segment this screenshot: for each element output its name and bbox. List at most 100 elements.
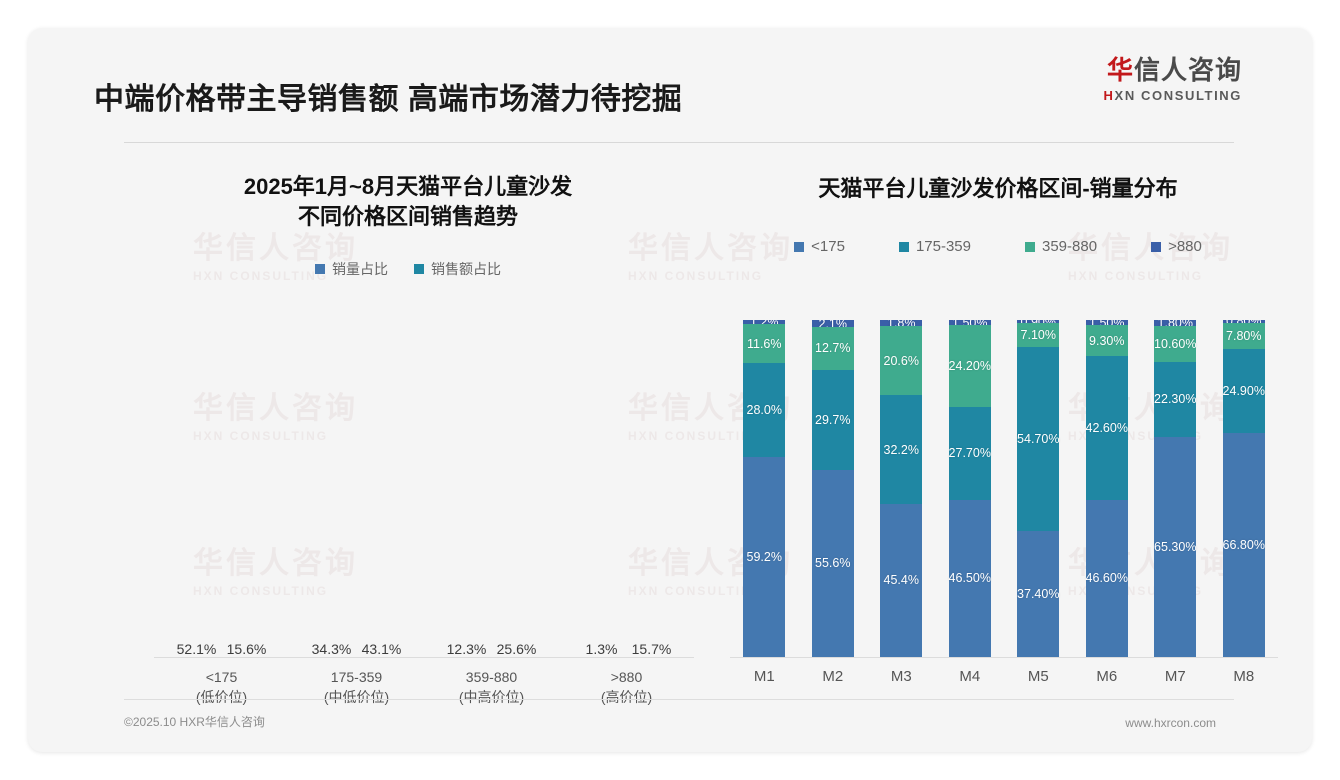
- segment-175-359[interactable]: 54.70%: [1017, 346, 1060, 532]
- legend-item-175-359[interactable]: 175-359: [898, 238, 971, 256]
- bar-value-label: 15.7%: [631, 641, 672, 657]
- stacked-column: 1.50% 24.20% 27.70% 46.50%: [936, 320, 1005, 657]
- segment-value-label: 20.6%: [883, 353, 919, 368]
- segment-359-880[interactable]: 12.7%: [811, 327, 854, 370]
- legend-item-over-880[interactable]: >880: [1151, 238, 1202, 255]
- segment-under-175[interactable]: 65.30%: [1154, 436, 1196, 657]
- x-axis-tick: M5: [1027, 668, 1049, 685]
- segment-359-880[interactable]: 7.80%: [1222, 322, 1265, 349]
- right-chart-legend: <175 175-359 359-880 >880: [718, 238, 1278, 255]
- logo-english-accent: H: [1103, 87, 1115, 103]
- legend-item-sales-volume-share[interactable]: 销量占比: [315, 259, 388, 279]
- x-axis-tick: M6: [1096, 668, 1118, 685]
- segment-175-359[interactable]: 32.2%: [880, 395, 923, 504]
- segment-value-label: 12.7%: [815, 341, 851, 356]
- segment-175-359[interactable]: 28.0%: [743, 363, 786, 458]
- x-axis-tick: M1: [753, 668, 775, 685]
- legend-swatch-icon: [898, 241, 909, 252]
- legend-label: >880: [1168, 238, 1202, 256]
- stacked-bar: 2.1% 12.7% 29.7% 55.6%: [811, 320, 854, 657]
- segment-359-880[interactable]: 20.6%: [880, 326, 923, 396]
- x-axis-tick-label: 359-880: [465, 669, 518, 685]
- grouped-bar-x-axis: <175 (低价位) 175-359 (中低价位) 359-880 (中高价位)…: [154, 658, 694, 710]
- segment-value-label: 32.2%: [883, 442, 919, 457]
- logo-chinese: 华信人咨询: [1104, 56, 1242, 85]
- segment-value-label: 7.10%: [1020, 327, 1056, 342]
- segment-over-880[interactable]: 1.80%: [1154, 320, 1197, 330]
- x-axis-tick-sublabel: (高价位): [600, 689, 653, 706]
- x-axis-tick: 359-880 (中高价位): [424, 658, 559, 710]
- page-title: 中端价格带主导销售额 高端市场潜力待挖掘: [94, 83, 683, 116]
- x-axis-tick-sublabel: (中低价位): [323, 689, 390, 706]
- legend-swatch-icon: [315, 263, 325, 274]
- segment-175-359[interactable]: 29.7%: [811, 369, 854, 470]
- bar-group: 34.3% 43.1%: [289, 320, 424, 657]
- segment-over-880[interactable]: 2.1%: [811, 320, 854, 331]
- bar-wrap: 52.1%: [176, 320, 217, 657]
- x-axis-tick: M3: [890, 668, 912, 685]
- segment-value-label: 28.0%: [746, 403, 782, 418]
- stacked-bar: 1.8% 20.6% 32.2% 45.4%: [880, 320, 923, 657]
- legend-label: 175-359: [915, 238, 971, 256]
- segment-under-175[interactable]: 45.4%: [880, 503, 923, 657]
- segment-over-880[interactable]: 1.50%: [1085, 320, 1128, 330]
- bar-value-label: 43.1%: [361, 641, 402, 657]
- segment-value-label: 29.7%: [815, 412, 851, 427]
- bar-wrap: 15.6%: [227, 320, 267, 657]
- segment-359-880[interactable]: 9.30%: [1085, 325, 1128, 357]
- segment-359-880[interactable]: 10.60%: [1154, 326, 1196, 362]
- segment-over-880[interactable]: 1.8%: [880, 320, 923, 330]
- segment-value-label: 11.6%: [746, 336, 782, 351]
- segment-359-880[interactable]: 11.6%: [743, 324, 786, 364]
- x-axis-tick-label: >880: [610, 669, 643, 685]
- segment-359-880[interactable]: 24.20%: [949, 325, 991, 407]
- segment-359-880[interactable]: 7.10%: [1017, 323, 1060, 347]
- stacked-bar: 1.80% 10.60% 22.30% 65.30%: [1154, 320, 1196, 657]
- stacked-bar-x-axis: M1 M2 M3 M4 M5 M6 M7 M8: [730, 658, 1278, 710]
- logo-chinese-accent: 华: [1106, 55, 1134, 85]
- x-axis-tick: M4: [959, 668, 981, 685]
- footer-website[interactable]: www.hxrcon.com: [1125, 716, 1216, 730]
- segment-175-359[interactable]: 24.90%: [1223, 348, 1265, 433]
- stacked-bar-chart: 1.2% 11.6% 28.0% 59.2%: [730, 320, 1278, 710]
- segment-over-880[interactable]: 1.50%: [948, 320, 991, 330]
- segment-under-175[interactable]: 46.60%: [1085, 499, 1128, 657]
- segment-value-label: 54.70%: [1017, 432, 1060, 447]
- slide-canvas: 华信人咨询 HXN CONSULTING 华信人咨询 HXN CONSULTIN…: [28, 28, 1312, 752]
- bar-wrap: 25.6%: [496, 320, 537, 657]
- stacked-bar-plot-area: 1.2% 11.6% 28.0% 59.2%: [730, 320, 1278, 658]
- left-chart-title: 2025年1月~8月天猫平台儿童沙发 不同价格区间销售趋势: [98, 172, 718, 233]
- stacked-bar: 0.80% 7.80% 24.90% 66.80%: [1223, 320, 1265, 657]
- segment-175-359[interactable]: 22.30%: [1154, 361, 1196, 437]
- legend-swatch-icon: [1025, 241, 1035, 252]
- segment-under-175[interactable]: 59.2%: [743, 457, 786, 657]
- legend-item-sales-amount-share[interactable]: 销售额占比: [414, 259, 501, 279]
- segment-under-175[interactable]: 37.40%: [1017, 531, 1059, 657]
- stacked-column: 1.8% 20.6% 32.2% 45.4%: [867, 320, 936, 657]
- segment-175-359[interactable]: 27.70%: [949, 406, 991, 500]
- x-axis-tick-sublabel: (中高价位): [458, 689, 525, 706]
- segment-under-175[interactable]: 46.50%: [949, 499, 991, 657]
- stacked-bar: 0.90% 7.10% 54.70% 37.40%: [1017, 320, 1059, 657]
- segment-under-175[interactable]: 55.6%: [811, 469, 854, 657]
- left-chart-title-line1: 2025年1月~8月天猫平台儿童沙发: [243, 174, 573, 199]
- legend-label: 销售额占比: [431, 260, 501, 277]
- segment-175-359[interactable]: 42.60%: [1086, 356, 1128, 500]
- segment-under-175[interactable]: 66.80%: [1223, 432, 1265, 657]
- slide-header: 中端价格带主导销售额 高端市场潜力待挖掘 华信人咨询 HXN CONSULTIN…: [28, 28, 1312, 118]
- footer-divider: [124, 699, 1234, 700]
- bar-value-label: 52.1%: [176, 641, 217, 657]
- stacked-column: 0.90% 7.10% 54.70% 37.40%: [1004, 320, 1073, 657]
- segment-value-label: 46.60%: [1085, 571, 1128, 586]
- x-axis-tick: >880 (高价位): [559, 658, 694, 710]
- legend-swatch-icon: [794, 241, 805, 252]
- bar-value-label: 25.6%: [496, 641, 537, 657]
- stacked-column: 1.2% 11.6% 28.0% 59.2%: [730, 320, 799, 657]
- legend-item-under-175[interactable]: <175: [794, 238, 845, 255]
- stacked-bar: 1.50% 9.30% 42.60% 46.60%: [1086, 320, 1128, 657]
- header-divider: [124, 142, 1234, 143]
- legend-item-359-880[interactable]: 359-880: [1025, 238, 1097, 255]
- segment-value-label: 1.50%: [1089, 320, 1124, 330]
- bar-group: 1.3% 15.7%: [559, 320, 694, 657]
- segment-value-label: 1.8%: [887, 320, 916, 331]
